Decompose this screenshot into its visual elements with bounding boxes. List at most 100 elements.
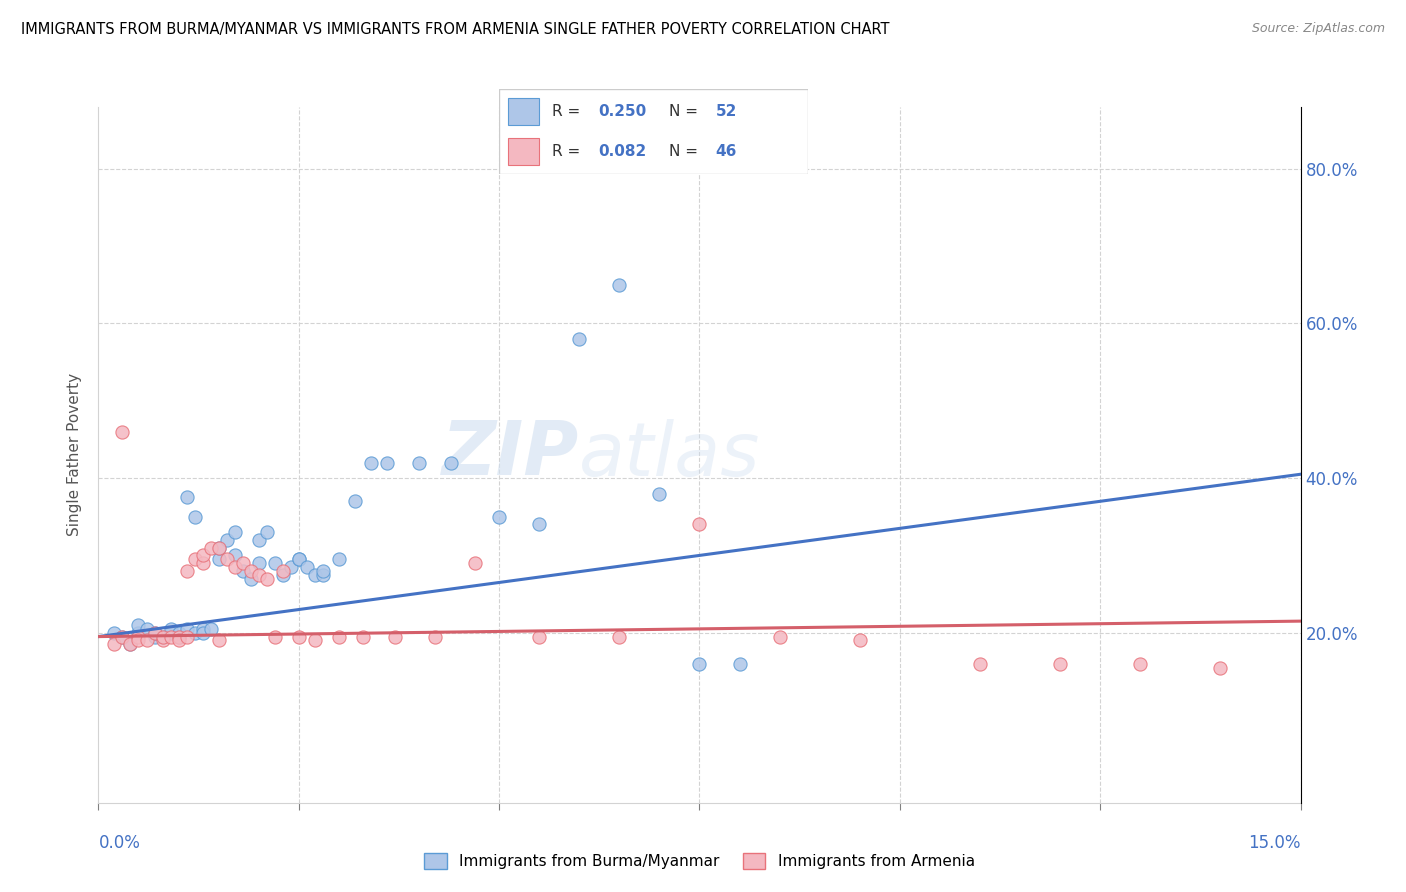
Point [208,541,231,555]
Point [191,622,214,636]
Point [328,630,350,644]
Point [239,572,262,586]
Point [239,564,262,578]
Point [183,552,205,566]
Point [167,625,190,640]
Point [769,630,792,644]
Point [128,633,150,648]
Text: Source: ZipAtlas.com: Source: ZipAtlas.com [1251,22,1385,36]
Point [167,630,190,644]
Text: 0.0%: 0.0% [98,834,141,852]
Point [191,549,214,563]
Point [689,517,711,532]
Point [111,425,134,439]
Point [183,509,205,524]
Point [343,494,366,508]
Point [232,564,254,578]
Point [728,657,751,671]
Point [120,637,142,651]
Point [224,525,246,540]
Point [423,630,446,644]
Point [568,332,591,346]
Point [191,625,214,640]
Point [352,630,374,644]
FancyBboxPatch shape [509,138,540,165]
Point [176,564,198,578]
Point [247,533,270,547]
Point [159,630,181,644]
Text: R =: R = [551,145,585,160]
Point [648,486,671,500]
Point [167,630,190,644]
Point [280,560,302,574]
Point [120,637,142,651]
Point [135,622,157,636]
Point [183,625,205,640]
Point [128,625,150,640]
Point [247,567,270,582]
Point [111,630,134,644]
Legend: Immigrants from Burma/Myanmar, Immigrants from Armenia: Immigrants from Burma/Myanmar, Immigrant… [418,847,981,875]
Point [304,567,326,582]
Point [849,633,872,648]
Point [152,630,174,644]
Text: ZIP: ZIP [441,418,579,491]
Point [208,633,231,648]
Point [167,633,190,648]
Text: N =: N = [669,145,703,160]
Point [609,277,631,292]
Point [143,630,166,644]
Point [159,625,181,640]
Text: 52: 52 [716,103,737,119]
Point [135,633,157,648]
Text: IMMIGRANTS FROM BURMA/MYANMAR VS IMMIGRANTS FROM ARMENIA SINGLE FATHER POVERTY C: IMMIGRANTS FROM BURMA/MYANMAR VS IMMIGRA… [21,22,890,37]
Point [295,560,318,574]
Point [215,533,238,547]
Point [256,525,278,540]
Point [375,456,398,470]
Text: 15.0%: 15.0% [1249,834,1301,852]
Point [247,556,270,570]
Point [200,622,222,636]
Point [312,567,335,582]
Point [304,633,326,648]
Point [440,456,463,470]
Point [159,622,181,636]
Text: 0.082: 0.082 [598,145,647,160]
Point [215,552,238,566]
Point [152,633,174,648]
Point [288,630,311,644]
FancyBboxPatch shape [499,89,808,174]
Point [176,630,198,644]
Point [288,552,311,566]
Text: atlas: atlas [579,419,761,491]
Point [263,556,285,570]
Point [969,657,991,671]
Point [529,630,551,644]
Point [224,560,246,574]
Point [408,456,430,470]
Point [208,541,231,555]
Point [529,517,551,532]
Point [1209,660,1232,674]
Point [232,556,254,570]
Point [312,564,335,578]
Point [191,556,214,570]
Point [143,625,166,640]
Point [208,552,231,566]
Point [111,630,134,644]
FancyBboxPatch shape [509,98,540,125]
Point [384,630,406,644]
Point [1049,657,1071,671]
Text: R =: R = [551,103,585,119]
Point [360,456,382,470]
Point [224,549,246,563]
Point [176,491,198,505]
Point [328,552,350,566]
Text: 0.250: 0.250 [598,103,647,119]
Point [271,567,294,582]
Point [128,618,150,632]
Point [200,541,222,555]
Point [271,564,294,578]
Point [263,630,285,644]
